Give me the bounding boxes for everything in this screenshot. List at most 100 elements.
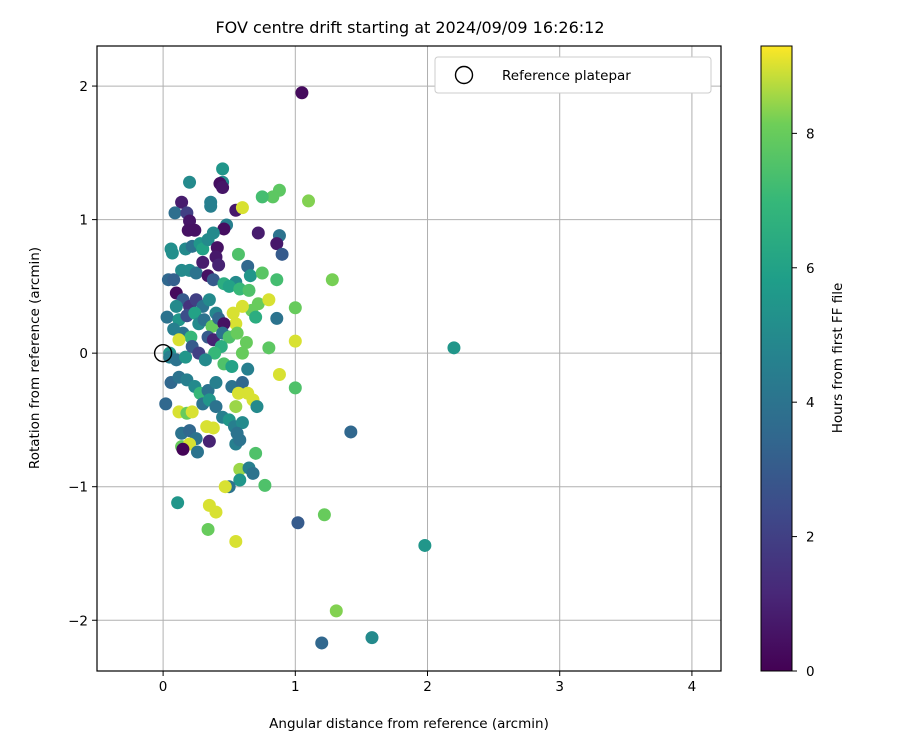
data-point [270, 237, 284, 251]
data-point [190, 445, 204, 459]
data-point [239, 335, 253, 349]
data-point [230, 426, 244, 440]
data-point [185, 405, 199, 419]
data-point [418, 538, 432, 552]
data-point [225, 360, 239, 374]
x-axis-label: Angular distance from reference (arcmin) [269, 716, 549, 732]
data-point [159, 397, 173, 411]
data-point [216, 181, 230, 195]
data-point [231, 386, 245, 400]
data-point [235, 201, 249, 215]
data-point [447, 341, 461, 355]
data-point [206, 226, 220, 240]
data-point [189, 266, 203, 280]
data-point [160, 310, 174, 324]
data-point [206, 273, 220, 287]
data-point [196, 255, 210, 269]
data-point [198, 353, 212, 367]
data-point [288, 334, 302, 348]
data-point [235, 416, 249, 430]
data-point [317, 508, 331, 522]
data-point [255, 266, 269, 280]
data-point [295, 86, 309, 100]
data-point [172, 333, 186, 347]
chart-title: FOV centre drift starting at 2024/09/09 … [215, 18, 604, 37]
y-tick-label: 2 [79, 79, 88, 95]
y-tick-label: −2 [68, 613, 88, 629]
data-point [165, 246, 179, 260]
points-layer [153, 86, 461, 650]
data-point [258, 478, 272, 492]
data-point [229, 534, 243, 548]
data-point [201, 522, 215, 536]
data-point [288, 381, 302, 395]
data-point [235, 346, 249, 360]
legend: Reference platepar [434, 56, 712, 94]
data-point [209, 505, 223, 519]
data-point [270, 273, 284, 287]
data-point [235, 376, 249, 390]
x-tick-label: 1 [291, 679, 300, 695]
data-point [344, 425, 358, 439]
data-point [226, 306, 240, 320]
colorbar-tick-label: 4 [806, 395, 815, 411]
data-point [168, 206, 182, 220]
x-axis: 0 1 2 3 4 [159, 671, 696, 695]
x-tick-label: 2 [423, 679, 432, 695]
data-point [179, 350, 193, 364]
x-tick-label: 4 [688, 679, 697, 695]
data-point [218, 480, 232, 494]
data-point [222, 279, 236, 293]
data-point [230, 326, 244, 340]
data-point [270, 311, 284, 325]
data-point [183, 175, 197, 189]
data-point [209, 376, 223, 390]
data-point [167, 322, 181, 336]
colorbar-label: Hours from first FF file [830, 283, 846, 434]
reference-platepar-marker [153, 343, 173, 363]
data-point [262, 293, 276, 307]
data-point [250, 400, 264, 414]
data-point [291, 516, 305, 530]
plot-frame [96, 45, 722, 672]
data-point [262, 341, 276, 355]
data-point [275, 247, 289, 261]
data-point [206, 421, 220, 435]
data-point [188, 306, 202, 320]
data-point [208, 346, 222, 360]
data-point [204, 199, 218, 213]
data-point [255, 190, 269, 204]
legend-label: Reference platepar [502, 68, 631, 84]
x-tick-label: 3 [555, 679, 564, 695]
data-point [249, 446, 263, 460]
y-axis: −2 −1 0 1 2 [68, 79, 97, 629]
data-point [266, 190, 280, 204]
data-point [209, 400, 223, 414]
data-point [171, 496, 185, 510]
data-point [233, 473, 247, 487]
data-point [249, 310, 263, 324]
data-point [188, 223, 202, 237]
data-point [229, 400, 243, 414]
legend-box [434, 56, 712, 94]
y-tick-label: 1 [79, 213, 88, 229]
colorbar-gradient [760, 45, 793, 672]
data-point [235, 299, 249, 313]
data-point [202, 293, 216, 307]
data-point [217, 222, 231, 236]
data-point [288, 301, 302, 315]
data-point [216, 162, 230, 176]
data-point [251, 226, 265, 240]
data-point [246, 466, 260, 480]
data-point [302, 194, 316, 208]
colorbar: 0 2 4 6 8 Hours from first FF file [760, 45, 846, 680]
data-point [365, 631, 379, 645]
data-point [325, 273, 339, 287]
colorbar-tick-label: 6 [806, 261, 815, 277]
colorbar-tick-label: 0 [806, 664, 815, 680]
x-tick-label: 0 [159, 679, 168, 695]
data-point [169, 299, 183, 313]
y-tick-label: −1 [68, 480, 88, 496]
data-point [231, 247, 245, 261]
